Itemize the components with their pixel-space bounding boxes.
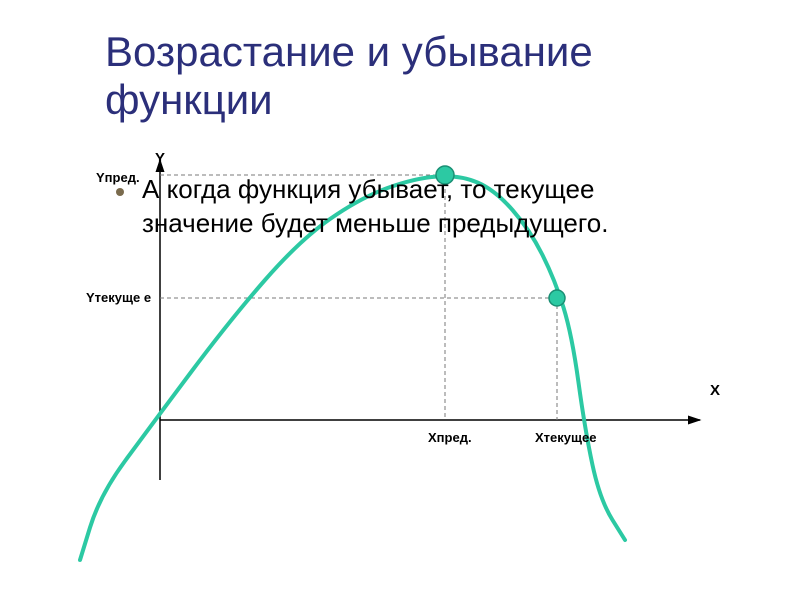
y-axis-label: Y — [155, 150, 165, 167]
x-tek-label: Xтекущее — [535, 430, 596, 445]
slide-title: Возрастание и убывание функции — [105, 28, 745, 125]
y-tek-label: Yтекуще е — [86, 290, 151, 305]
y-pred-label: Yпред. — [96, 170, 140, 185]
slide-body-text: А когда функция убывает, то текущее знач… — [142, 173, 702, 241]
bullet-icon — [116, 188, 124, 196]
x-axis-label: X — [710, 382, 720, 399]
x-pred-label: Xпред. — [428, 430, 472, 445]
